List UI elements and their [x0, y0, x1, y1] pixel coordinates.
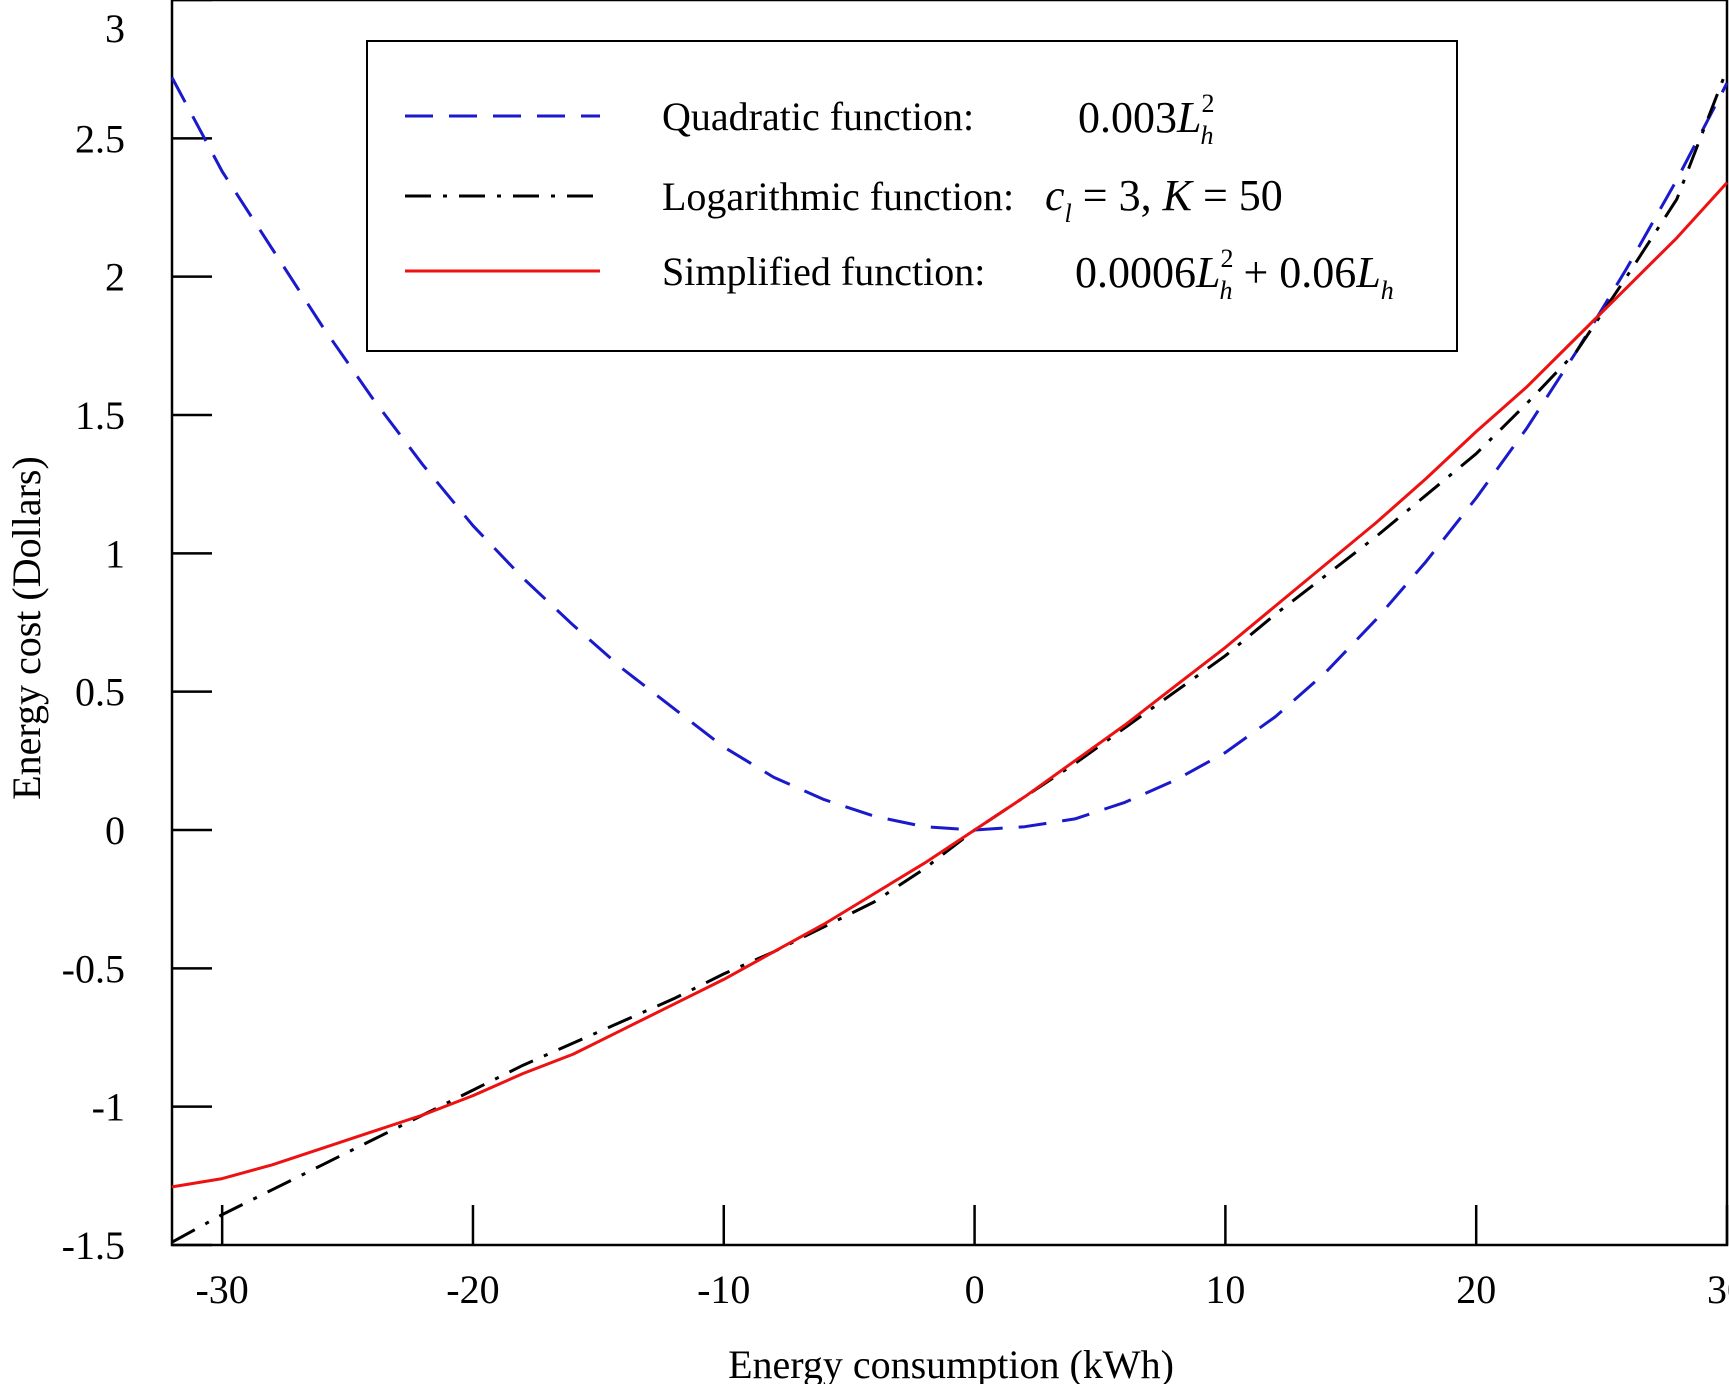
legend-entry-logarithmic: Logarithmic function: cl = 3, K = 50	[405, 171, 1283, 228]
y-tick-label: 2	[105, 255, 125, 300]
x-axis-label: Energy consumption (kWh)	[728, 1342, 1174, 1384]
y-axis-label: Energy cost (Dollars)	[4, 456, 49, 800]
y-tick-label: -1	[92, 1085, 125, 1130]
y-tick-label: 0	[105, 808, 125, 853]
y-tick-label: -1.5	[62, 1223, 125, 1268]
y-tick-label: 1	[105, 531, 125, 576]
legend-label-quadratic: Quadratic function:	[662, 94, 974, 139]
x-tick-label: 20	[1456, 1267, 1496, 1312]
legend: Quadratic function: 0.003L2 h Logarithmic…	[366, 40, 1458, 352]
legend-formula-logarithmic: cl = 3, K = 50	[1045, 171, 1283, 228]
x-axis-ticks: -30 -20 -10 0 10 20 30	[195, 1205, 1729, 1312]
x-tick-label: -20	[446, 1267, 499, 1312]
plot-frame	[170, 0, 1729, 1247]
legend-label-logarithmic: Logarithmic function:	[662, 174, 1014, 219]
x-tick-label: 0	[965, 1267, 985, 1312]
y-tick-label: 2.5	[75, 116, 125, 161]
legend-box	[366, 40, 1458, 352]
y-tick-label: 3	[105, 6, 125, 51]
y-tick-label: 0.5	[75, 670, 125, 715]
y-tick-label: 1.5	[75, 393, 125, 438]
x-tick-label: -30	[195, 1267, 248, 1312]
series-line-simplified	[171, 181, 1729, 1189]
x-tick-label: 10	[1205, 1267, 1245, 1312]
series-layer	[170, 68, 1729, 1244]
x-tick-label: 30	[1707, 1267, 1729, 1312]
legend-formula-simplified: 0.0006L2 h + 0.06Lh	[1075, 244, 1394, 305]
legend-label-simplified: Simplified function:	[662, 249, 985, 294]
y-tick-label: -0.5	[62, 946, 125, 991]
legend-entry-simplified: Simplified function: 0.0006L2 h + 0.06Lh	[405, 244, 1394, 305]
series-line-quadratic	[170, 76, 1729, 832]
plot-area: -30 -20 -10 0 10 20 30 -1.5 -1 -0.5 0 0.5 1 1.5 2 2.5 3	[62, 0, 1729, 1312]
legend-entry-quadratic: Quadratic function: 0.003L2 h	[405, 89, 1214, 150]
y-axis-ticks: -1.5 -1 -0.5 0 0.5 1 1.5 2 2.5 3	[62, 0, 212, 1268]
x-tick-label: -10	[697, 1267, 750, 1312]
legend-formula-quadratic: 0.003L2 h	[1078, 89, 1214, 150]
